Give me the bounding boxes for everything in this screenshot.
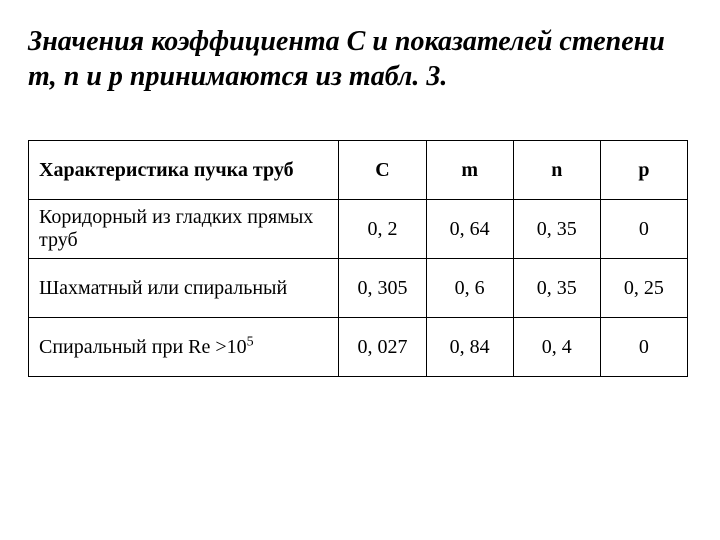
- cell-m: 0, 64: [426, 200, 513, 259]
- cell-n: 0, 35: [513, 200, 600, 259]
- cell-n: 0, 4: [513, 318, 600, 377]
- cell-p: 0, 25: [600, 259, 687, 318]
- cell-c: 0, 027: [339, 318, 426, 377]
- page-title: Значения коэффициента С и показателей ст…: [28, 24, 692, 94]
- cell-m: 0, 84: [426, 318, 513, 377]
- coefficients-table: Характеристика пучка труб C m n p Коридо…: [28, 140, 688, 377]
- cell-c: 0, 305: [339, 259, 426, 318]
- cell-desc: Шахматный или спиральный: [29, 259, 339, 318]
- cell-p: 0: [600, 200, 687, 259]
- table-header-row: Характеристика пучка труб C m n p: [29, 141, 688, 200]
- col-header-n: n: [513, 141, 600, 200]
- col-header-c: C: [339, 141, 426, 200]
- table-row: Шахматный или спиральный 0, 305 0, 6 0, …: [29, 259, 688, 318]
- slide-page: Значения коэффициента С и показателей ст…: [0, 0, 720, 540]
- table-row: Коридорный из гладких прямых труб 0, 2 0…: [29, 200, 688, 259]
- col-header-desc: Характеристика пучка труб: [29, 141, 339, 200]
- cell-c: 0, 2: [339, 200, 426, 259]
- cell-desc: Спиральный при Re >105: [29, 318, 339, 377]
- cell-n: 0, 35: [513, 259, 600, 318]
- table-row: Спиральный при Re >105 0, 027 0, 84 0, 4…: [29, 318, 688, 377]
- cell-p: 0: [600, 318, 687, 377]
- col-header-m: m: [426, 141, 513, 200]
- col-header-p: p: [600, 141, 687, 200]
- cell-m: 0, 6: [426, 259, 513, 318]
- cell-desc: Коридорный из гладких прямых труб: [29, 200, 339, 259]
